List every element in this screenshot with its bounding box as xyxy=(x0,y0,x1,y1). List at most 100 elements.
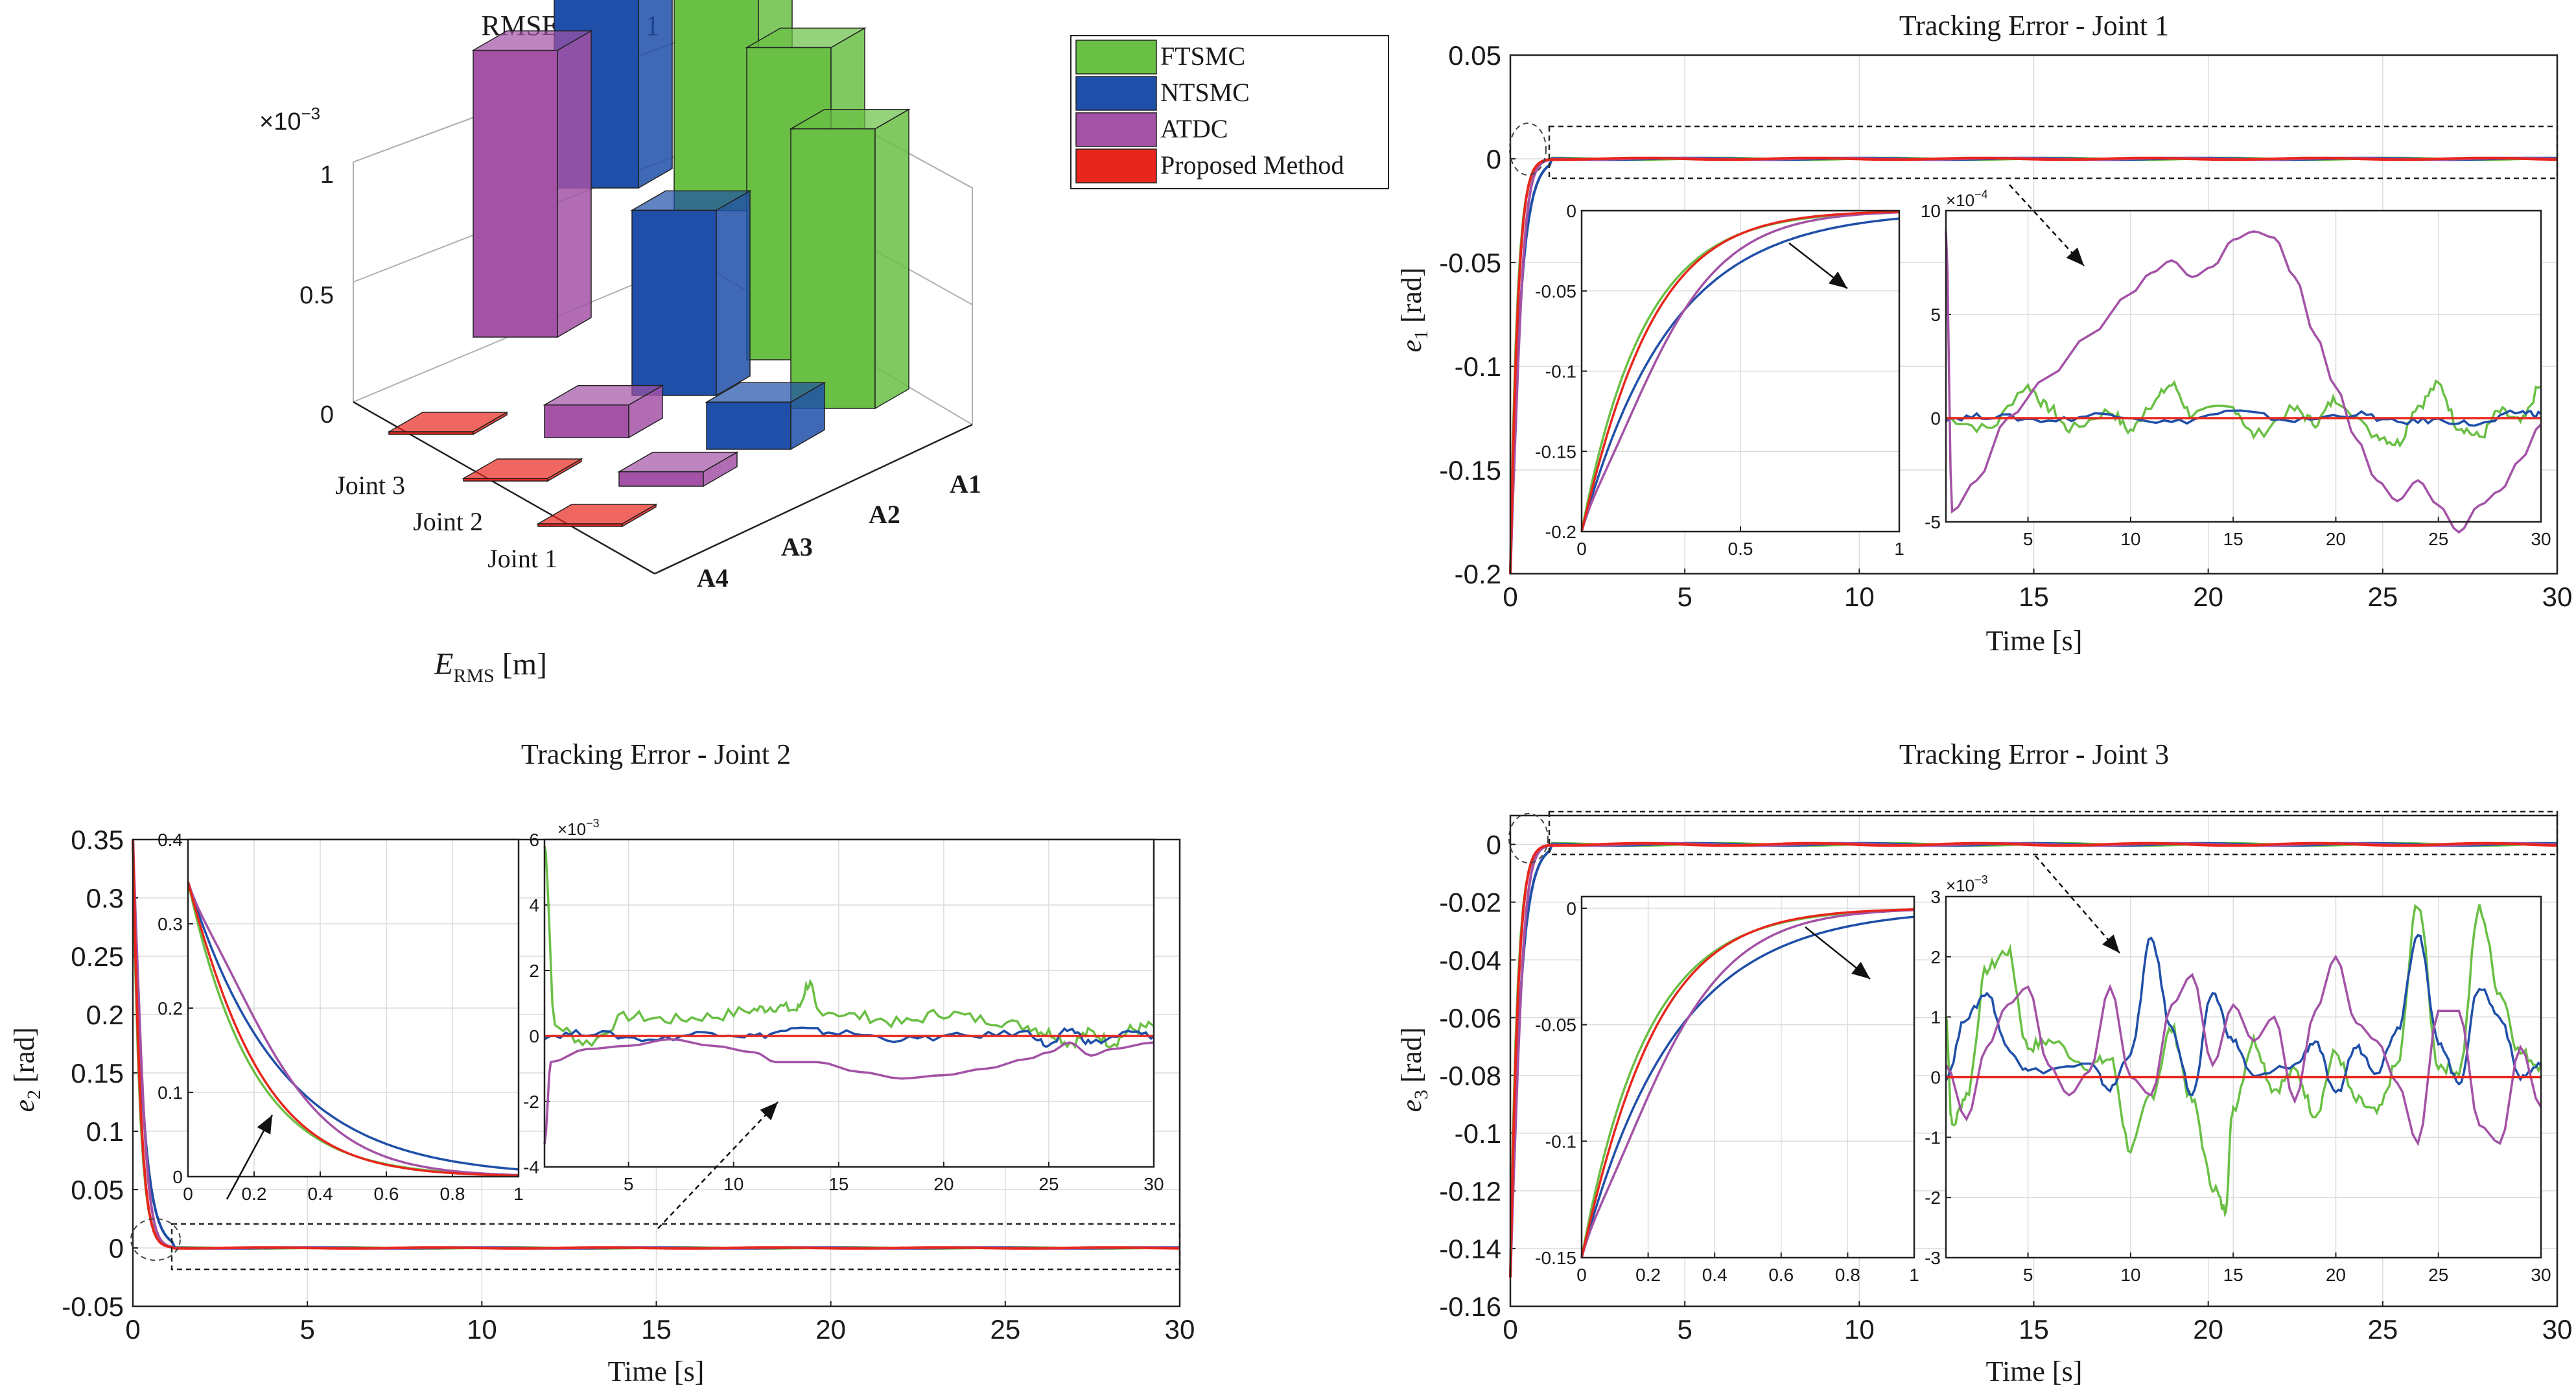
joint2-zoom1-xtick: 0.8 xyxy=(440,1184,465,1204)
joint1-ytick: -0.15 xyxy=(1439,455,1501,486)
rmse-zt-05: 0.5 xyxy=(299,282,334,309)
joint3-ytick: -0.02 xyxy=(1439,888,1501,918)
rmse-bar-side xyxy=(874,108,909,410)
joint1-zoom1-ytick: 0 xyxy=(1566,201,1576,221)
joint2-zoom1-ytick: 0.3 xyxy=(158,914,183,934)
rmse-row-labels: Joint 3 Joint 2 Joint 1 xyxy=(335,471,557,573)
joint3-zoom1-ytick: -0.15 xyxy=(1535,1248,1576,1268)
joint2-xtick: 20 xyxy=(815,1314,846,1345)
joint2-zoom2-exponent-power: −3 xyxy=(586,817,600,830)
joint3-zoom1-plot-bg xyxy=(1582,897,1914,1258)
joint3-title: Tracking Error - Joint 3 xyxy=(1899,738,2169,770)
rmse-bar-atdc-row1 xyxy=(543,384,664,439)
joint2-ytick: 0.15 xyxy=(71,1058,124,1088)
joint2-arrow-zoom2-head xyxy=(760,1102,778,1121)
joint2-xtick: 25 xyxy=(990,1314,1020,1345)
joint1-zoom2-plot-bg xyxy=(1946,211,2541,522)
joint2-zoom1-xtick: 0 xyxy=(183,1184,193,1204)
joint3-arrow-zoom1-head xyxy=(1851,961,1870,979)
joint1-zoom1-frame xyxy=(1580,209,1901,533)
joint3-xtick: 5 xyxy=(1677,1314,1692,1345)
joint1-zoom1-ytick: -0.15 xyxy=(1535,441,1576,462)
joint1-zoom1-line-proposed xyxy=(1580,210,1900,532)
joint3-series xyxy=(1509,841,2558,1278)
rmse-bar-front xyxy=(618,471,704,487)
joint1-zoom1-line-atdc xyxy=(1580,211,1900,532)
joint1-zoom2-line-atdc xyxy=(1945,230,2542,534)
legend: FTSMC NTSMC ATDC Proposed Method xyxy=(1070,35,1389,189)
rmse-exponent-label: ×10−3 xyxy=(259,104,320,135)
rmse-col-a1: A1 xyxy=(950,469,981,499)
joint3-arrow-zoom2 xyxy=(2035,855,2120,954)
rmse-bar-atdc-row0 xyxy=(617,451,739,488)
joint1-zoom2-ytick: 0 xyxy=(1930,408,1941,429)
joint2-arrow-zoom1-head xyxy=(257,1115,272,1134)
rmse-bar-top xyxy=(387,412,509,432)
joint1-zoom1-xtick: 1 xyxy=(1894,539,1904,559)
joint1-xtick: 20 xyxy=(2193,582,2223,612)
rmse-bar-top xyxy=(630,190,752,211)
joint2-zoom2-line-ftsmc xyxy=(543,845,1155,1050)
joint2-zoom2-xtick: 10 xyxy=(723,1174,744,1194)
joint1-zoom2-frame xyxy=(1945,209,2542,523)
joint3-ytick: -0.06 xyxy=(1439,1003,1501,1033)
joint3-zoom2-xtick: 5 xyxy=(2023,1265,2033,1285)
joint3-zoom2-xtick: 30 xyxy=(2531,1265,2551,1285)
joint1-zoom2-series xyxy=(1945,230,2542,534)
rmse-bar-top xyxy=(462,458,583,479)
joint2-zoom2-xtick: 5 xyxy=(624,1174,634,1194)
joint1-zoom2-xtick: 15 xyxy=(2223,529,2243,549)
joint3-zoom1-ytick: -0.1 xyxy=(1545,1131,1576,1151)
joint3-ytick: -0.14 xyxy=(1439,1234,1501,1264)
joint2-zoom2-xtick: 15 xyxy=(828,1174,849,1194)
joint3-zoom1-ytick: -0.05 xyxy=(1535,1015,1576,1035)
joint3-xtick: 10 xyxy=(1844,1314,1875,1345)
legend-swatch-ftsmc xyxy=(1075,40,1157,75)
rmse-bar-side xyxy=(716,190,751,397)
joint1-zoom2-line-ntsmc xyxy=(1945,409,2542,427)
joint2-zoom2-ytick: 6 xyxy=(529,830,539,850)
joint3-zoom2-xtick: 25 xyxy=(2428,1265,2448,1285)
joint3-zoom1-line-atdc xyxy=(1580,909,1915,1258)
rmse-row-joint1: Joint 1 xyxy=(487,544,557,573)
joint2-zoom2-frame xyxy=(543,838,1155,1168)
joint2-zoom2-ytick: 2 xyxy=(529,961,539,981)
joint2-ytick: 0.35 xyxy=(71,825,124,855)
joint3-y-label: e3 [rad] xyxy=(1396,1027,1432,1112)
joint1-ytick: -0.2 xyxy=(1455,559,1501,589)
joint3-zoom2-ytick: 2 xyxy=(1930,947,1941,967)
joint3-line-proposed xyxy=(1509,841,2558,1278)
rmse-bar-front xyxy=(706,401,791,450)
joint1-ytick: 0 xyxy=(1486,144,1501,174)
rmse-bar-proposed-row2 xyxy=(387,411,509,436)
joint2-ytick: 0.3 xyxy=(86,883,124,913)
joint3-zoom1-xtick: 0.8 xyxy=(1835,1265,1860,1285)
rmse-row-joint2: Joint 2 xyxy=(413,507,483,536)
joint2-x-label: Time [s] xyxy=(608,1356,705,1387)
joint2-title: Tracking Error - Joint 2 xyxy=(521,738,791,770)
joint2-zoom2-xtick: 30 xyxy=(1143,1174,1164,1194)
legend-swatch-atdc xyxy=(1075,112,1157,147)
joint1-zoom1-series xyxy=(1580,210,1900,532)
rmse-bar-ftsmc-row0 xyxy=(789,108,911,410)
joint2-xtick: 15 xyxy=(641,1314,672,1345)
joint2-xtick: 30 xyxy=(1165,1314,1195,1345)
joint1-zoom2-exponent-power: −4 xyxy=(1974,188,1988,201)
joint3-zoom2-frame xyxy=(1945,895,2542,1259)
joint2-zoom1-xtick: 0.2 xyxy=(242,1184,267,1204)
joint3-zoom2-ytick: 3 xyxy=(1930,887,1941,907)
joint2-zoom1-frame xyxy=(187,838,520,1178)
joint1-zoom1-xtick: 0.5 xyxy=(1728,539,1753,559)
rmse-bar-top xyxy=(705,382,826,403)
joint3-tracking-chart: Tracking Error - Joint 3 e3 [rad] Time [… xyxy=(1396,738,2572,1387)
joint3-zoom2-ytick: -1 xyxy=(1925,1127,1941,1147)
joint2-zoom1-ytick: 0.1 xyxy=(158,1083,183,1103)
joint3-zoom2-ytick: -3 xyxy=(1925,1248,1941,1268)
svg-text:FTSMC: FTSMC xyxy=(1160,41,1245,71)
joint2-ytick: 0.05 xyxy=(71,1175,124,1205)
joint3-x-label: Time [s] xyxy=(1986,1356,2083,1387)
joint2-zoom2-line-atdc xyxy=(543,1038,1154,1144)
joint1-title: Tracking Error - Joint 1 xyxy=(1899,10,2169,41)
joint2-zoom1-series xyxy=(187,881,519,1177)
